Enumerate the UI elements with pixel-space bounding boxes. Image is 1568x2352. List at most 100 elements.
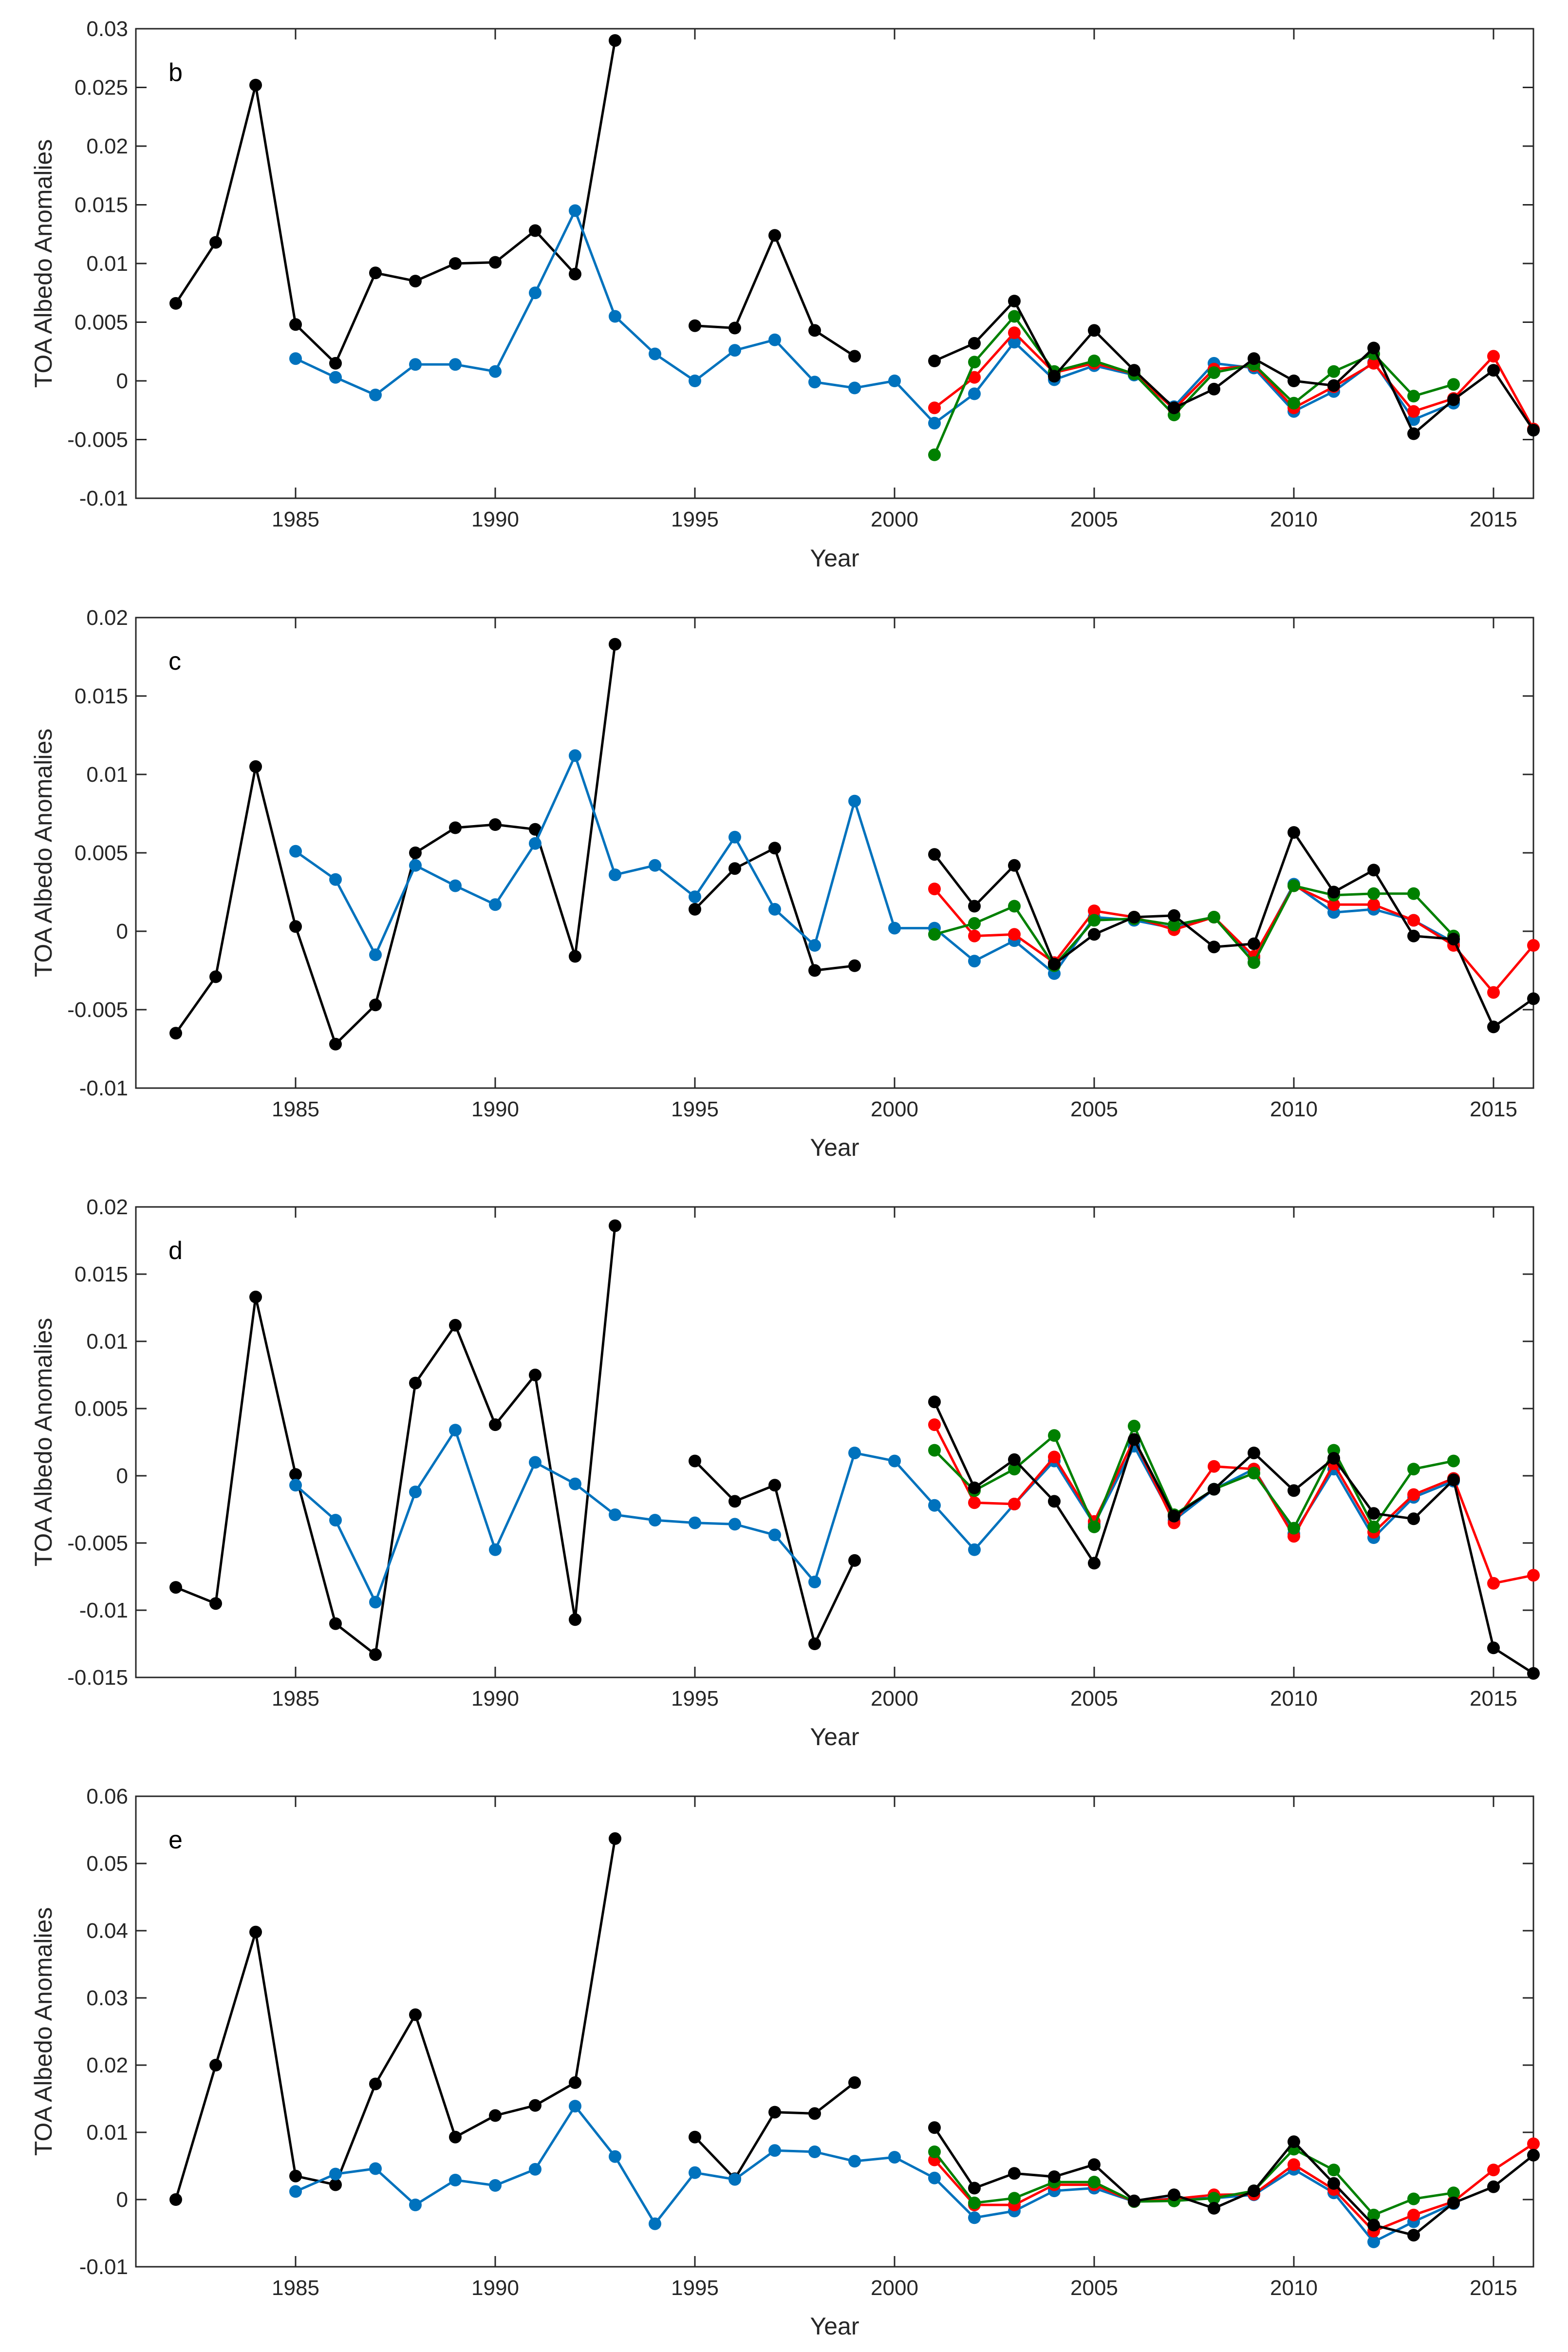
panel-d-series-green-point (1008, 1463, 1021, 1476)
panel-b-series-black-3-point (1367, 341, 1380, 355)
panel-c-series-black-3-point (1208, 941, 1220, 954)
panel-b-ytick-label: -0.005 (67, 428, 128, 452)
panel-c-ylabel: TOA Albedo Anomalies (30, 729, 57, 978)
panel-c-ytick-label: -0.005 (67, 998, 128, 1022)
panel-e-series-black-3-point (1288, 2135, 1300, 2148)
panel-d-series-green-point (1128, 1419, 1140, 1432)
panel-e-series-black-3-point (1327, 2177, 1340, 2190)
panel-c-series-blue-point (728, 830, 741, 844)
panel-b-series-blue-point (569, 204, 581, 217)
panel-e-series-black-3-point (1168, 2188, 1180, 2201)
panel-c-series (169, 638, 1540, 1051)
panel-c-series-blue-point (968, 955, 981, 968)
panel-e-series-blue-point (968, 2211, 981, 2224)
panel-e-series-blue-point (289, 2185, 302, 2198)
panel-e-series-blue-point (369, 2162, 382, 2175)
panel-d-series-blue-point (768, 1528, 781, 1542)
panel-d-ytick-label: -0.01 (79, 1599, 128, 1622)
panel-d-series-blue-point (808, 1576, 821, 1588)
panel-c-series-blue-point (888, 922, 901, 935)
panel-d-label: d (168, 1237, 183, 1265)
panel-e-series-black-1-point (249, 1925, 262, 1938)
panel-c-series-blue-point (529, 837, 541, 850)
panel-d-series-red-point (1407, 1488, 1420, 1501)
panel-c-series-black-3-point (1527, 992, 1540, 1005)
panel-c-series-red-line (933, 884, 1534, 994)
panel-d-series-red-point (1487, 1577, 1500, 1590)
panel-b-series-black-3-point (1447, 393, 1460, 406)
panel-b-ytick-label: 0 (116, 369, 128, 393)
panel-d-series-black-1-point (209, 1597, 222, 1610)
panel-e-series-red-point (1288, 2158, 1300, 2171)
panel-b-series-black-3-point (928, 355, 941, 367)
panel-e-ytick-label: 0 (116, 2188, 128, 2212)
panel-b-series-black-1-point (329, 357, 342, 370)
panel-b-series-blue-point (529, 286, 541, 300)
panel-b-series-black-3-point (968, 337, 981, 350)
panel-d-xtick-label: 1985 (272, 1687, 319, 1711)
panel-d-series-blue-point (888, 1454, 901, 1468)
panel-e-series-black-2-point (848, 2076, 861, 2089)
panel-e-series-blue-point (609, 2150, 621, 2163)
panel-d-frame (135, 1206, 1534, 1678)
panel-b-series-green-point (1447, 378, 1460, 391)
panel-c-series-red-point (1008, 928, 1021, 941)
panel-d-series-black-1-point (329, 1617, 342, 1630)
panel-e-series-black-3-point (1527, 2148, 1540, 2162)
panel-d-xtick-label: 1995 (671, 1687, 719, 1711)
panel-c-series-black-3-point (1048, 958, 1061, 971)
panel-e-series-green-point (928, 2145, 941, 2158)
panel-b-xtick-label: 2010 (1270, 508, 1318, 531)
panel-e-series-blue-point (649, 2217, 661, 2230)
panel-d-series-blue-point (329, 1514, 342, 1527)
panel-d-series-black-3-point (1447, 1473, 1460, 1486)
panel-c-series-black-1-point (449, 821, 462, 834)
panel-b-series-black-3-line (933, 300, 1535, 435)
panel-e-series-black-3-point (928, 2121, 941, 2134)
panel-c-series-red-point (1327, 898, 1340, 911)
panel-c-ytick-label: 0.02 (86, 606, 128, 630)
panel-b-series (169, 34, 1540, 461)
panel-e-series-blue-point (409, 2199, 422, 2211)
panel-e-series-black-1-line (174, 1838, 616, 2200)
panel-b-series-red-point (928, 401, 941, 414)
panel-c-series-black-3-point (1128, 911, 1140, 923)
panel-b-xtick-label: 1990 (471, 508, 519, 531)
panel-c-ytick-label: 0 (116, 920, 128, 943)
panel-e: 1985 1990 1995 2000 2005 2010 2015 -0.01 0 0.01 0… (30, 1785, 1540, 2340)
panel-e-series-black-3-point (968, 2182, 981, 2195)
panel-e-xtick-label: 1995 (671, 2276, 719, 2300)
panel-e-series-black-1-point (489, 2109, 502, 2122)
panel-c-series-red-point (1367, 898, 1380, 911)
panel-c-series-blue-point (848, 794, 861, 808)
panel-c-series-red-point (968, 929, 981, 942)
panel-e-series-black-1-point (449, 2130, 462, 2144)
panel-e-ytick-label: 0.02 (86, 2053, 128, 2077)
panel-c-series-black-3-point (1248, 937, 1260, 950)
panel-b-series-black-1-point (249, 78, 262, 92)
panel-d-series-black-3-point (1088, 1557, 1101, 1570)
panel-e-series-red-point (1487, 2164, 1500, 2177)
panel-d-series-green-point (1367, 1520, 1380, 1533)
panel-d-series-red-point (1008, 1498, 1021, 1510)
panel-e-series-black-1-point (609, 1832, 621, 1845)
panel-d-series-red-point (1208, 1460, 1220, 1473)
panel-d-series-black-2-point (848, 1554, 861, 1567)
panel-e-series-black-3-point (1208, 2201, 1220, 2215)
panel-b-series-blue-point (489, 365, 502, 378)
panel-d-series (169, 1219, 1540, 1680)
panel-d-series-black-2-point (689, 1454, 701, 1468)
panel-e-xtick-label: 2015 (1470, 2276, 1517, 2300)
panel-c-series-black-2-point (768, 842, 781, 855)
panel-c-series-blue-point (609, 868, 621, 882)
panel-d-series-red-point (1527, 1569, 1540, 1582)
panel-d-series-black-1-point (529, 1369, 541, 1381)
panel-c-series-green-point (1008, 900, 1021, 913)
panel-d-series-blue-point (569, 1477, 581, 1490)
panel-e-series-black-1-point (289, 2169, 302, 2183)
panel-c-series-blue-point (409, 859, 422, 872)
panel-c-ytick-label: 0.01 (86, 763, 128, 787)
panel-c-series-blue-point (649, 859, 661, 872)
panel-d-series-black-3-line (933, 1401, 1534, 1675)
